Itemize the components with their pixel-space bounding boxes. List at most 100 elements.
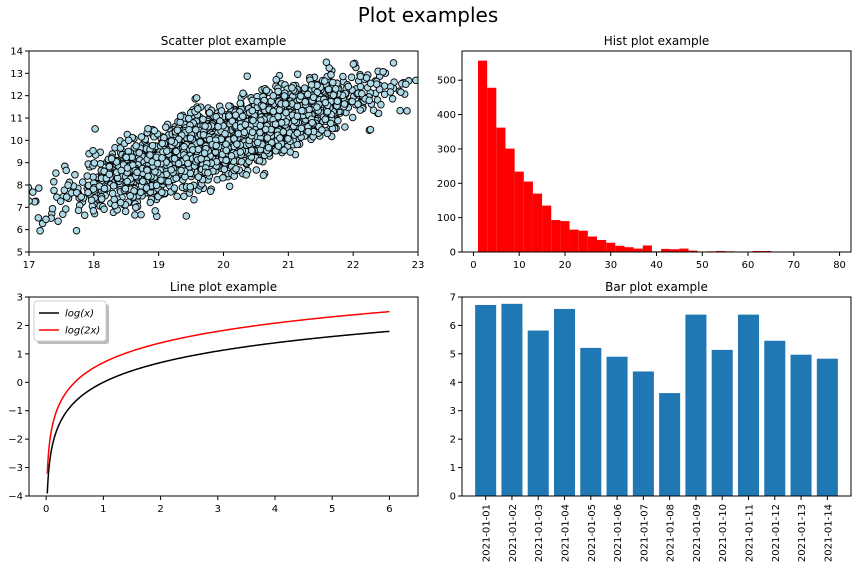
scatter-point: [117, 166, 126, 175]
scatter-point: [180, 192, 188, 201]
scatter-point: [190, 195, 198, 204]
scatter-point: [214, 122, 222, 131]
scatter-point: [293, 129, 301, 137]
scatter-point: [186, 183, 195, 191]
scatter-point: [139, 177, 147, 186]
scatter-point: [321, 98, 330, 107]
y-tick-label: 0: [17, 378, 23, 389]
scatter-point: [300, 84, 309, 92]
scatter-point: [206, 187, 215, 195]
bar: [475, 304, 497, 496]
y-tick-label: 300: [437, 144, 456, 155]
scatter-point: [87, 196, 96, 204]
scatter-point: [280, 92, 289, 100]
x-tick-label: 30: [604, 260, 617, 271]
x-tick-label: 2021-01-06: [613, 504, 624, 562]
scatter-point: [56, 197, 65, 205]
y-tick-label: 500: [437, 76, 456, 87]
scatter-point: [137, 210, 145, 219]
scatter-point: [126, 192, 134, 200]
scatter-point: [293, 102, 302, 111]
y-tick-label: 6: [17, 225, 23, 236]
scatter-point: [242, 171, 251, 179]
series-line-1: [46, 310, 390, 474]
scatter-point: [132, 203, 140, 212]
x-tick-label: 6: [386, 504, 392, 515]
scatter-point: [167, 137, 176, 145]
bar: [816, 358, 838, 496]
scatter-point: [243, 72, 251, 80]
x-tick-label: 2021-01-13: [797, 504, 808, 562]
x-tick-label: 2021-01-03: [534, 504, 545, 562]
x-tick-label: 20: [559, 260, 572, 271]
hist-bar: [487, 87, 497, 252]
hist-bar: [523, 181, 533, 252]
figure-title: Plot examples: [358, 3, 499, 27]
x-tick-label: 2021-01-12: [771, 504, 782, 562]
x-tick-label: 19: [152, 260, 165, 271]
scatter-point: [225, 182, 234, 191]
scatter-point: [286, 148, 294, 156]
scatter-point: [184, 159, 192, 168]
scatter-point: [323, 107, 332, 116]
y-tick-label: 200: [437, 179, 456, 190]
scatter-point: [158, 154, 166, 162]
scatter-point: [386, 88, 395, 96]
y-tick-label: 7: [17, 203, 23, 214]
x-tick-label: 2021-01-08: [666, 504, 677, 562]
scatter-point: [232, 165, 240, 173]
hist-bar: [542, 205, 552, 252]
y-tick-label: −1: [8, 406, 23, 417]
scatter-point: [220, 165, 229, 174]
bar: [632, 371, 654, 496]
scatter-point: [143, 166, 151, 174]
scatter-point: [379, 68, 387, 76]
scatter-point: [91, 125, 99, 133]
bar: [580, 347, 602, 496]
scatter-point: [377, 100, 385, 109]
scatter-point: [222, 146, 231, 155]
hist-bar: [478, 60, 488, 252]
scatter-point: [108, 189, 117, 198]
scatter-point: [176, 112, 185, 121]
scatter-point: [325, 64, 333, 72]
x-tick-label: 0: [470, 260, 476, 271]
scatter-point: [241, 120, 250, 129]
scatter-point: [124, 136, 133, 145]
scatter-point: [144, 124, 152, 133]
scatter-point: [158, 139, 167, 148]
scatter-point: [276, 134, 284, 142]
scatter-point: [89, 146, 97, 155]
y-tick-label: 10: [10, 136, 23, 147]
scatter-point: [194, 173, 203, 181]
scatter-point: [318, 126, 326, 134]
scatter-point: [163, 147, 171, 155]
scatter-point: [263, 134, 272, 142]
bar: [737, 314, 760, 496]
x-tick-label: 70: [787, 260, 800, 271]
scatter-point: [262, 86, 271, 95]
scatter-point: [148, 141, 157, 150]
scatter-point: [261, 125, 270, 134]
scatter-point: [151, 207, 159, 215]
hist-bar: [633, 248, 643, 252]
scatter-point: [194, 145, 203, 154]
scatter-point: [123, 164, 132, 172]
scatter-point: [341, 123, 349, 131]
scatter-point: [298, 106, 306, 115]
scatter-point: [144, 172, 152, 181]
scatter-point: [182, 212, 191, 220]
scatter-point: [35, 184, 43, 192]
scatter-point: [150, 126, 159, 135]
scatter-point: [157, 176, 165, 184]
scatter-point: [293, 112, 302, 120]
scatter-point: [249, 116, 257, 125]
y-tick-label: 4: [450, 378, 456, 389]
scatter-point: [116, 144, 125, 152]
scatter-point: [349, 60, 358, 68]
scatter-point: [116, 198, 125, 207]
scatter-point: [80, 211, 89, 219]
scatter-point: [111, 201, 119, 210]
x-tick-label: 22: [347, 260, 360, 271]
scatter-point: [100, 205, 108, 213]
